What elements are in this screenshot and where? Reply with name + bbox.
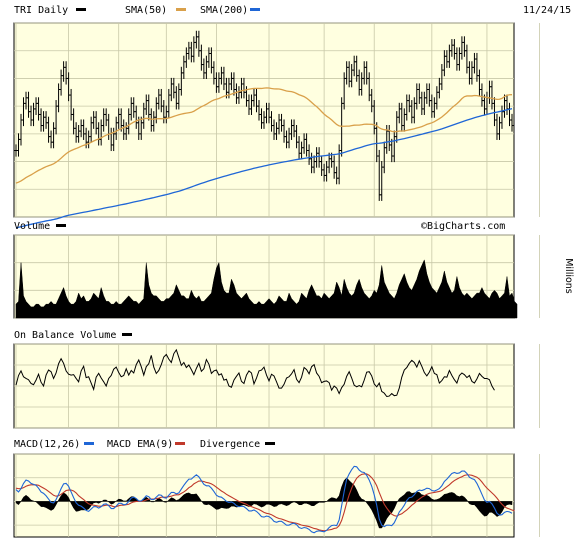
macd-panel — [13, 453, 515, 538]
divergence-legend-swatch — [265, 442, 275, 445]
macd-ema-label: MACD EMA(9) — [107, 439, 173, 450]
divergence-area — [15, 477, 513, 529]
obv-legend-swatch — [122, 333, 132, 336]
sma50-line — [15, 87, 513, 184]
sma50-legend-swatch — [176, 8, 186, 11]
macd-panel-label: MACD(12,26) — [14, 439, 80, 450]
obv-panel-label: On Balance Volume — [14, 330, 116, 341]
volume-series — [15, 259, 518, 319]
macd-legend-swatch — [84, 442, 94, 445]
price-series — [14, 30, 514, 229]
sma200-legend-swatch — [250, 8, 260, 11]
volume-legend-swatch — [56, 224, 66, 227]
macd-ema-legend-swatch — [175, 442, 185, 445]
divergence-label: Divergence — [200, 439, 260, 450]
volume-unit-label: Millions — [563, 258, 574, 294]
watermark: ©BigCharts.com — [421, 221, 505, 232]
symbol-label: TRI Daily — [14, 5, 68, 16]
chart-date: 11/24/15 — [523, 5, 571, 16]
macd-ema-line — [15, 473, 515, 532]
sma200-line — [15, 108, 513, 229]
sma200-label: SMA(200) — [200, 5, 248, 16]
volume-panel-label: Volume — [14, 221, 50, 232]
obv-series — [15, 348, 495, 398]
obv-line — [15, 348, 495, 398]
price-legend-swatch — [76, 8, 86, 11]
macd-line — [15, 465, 513, 534]
volume-area — [15, 259, 518, 319]
sma50-label: SMA(50) — [125, 5, 167, 16]
macd-series — [15, 465, 515, 534]
